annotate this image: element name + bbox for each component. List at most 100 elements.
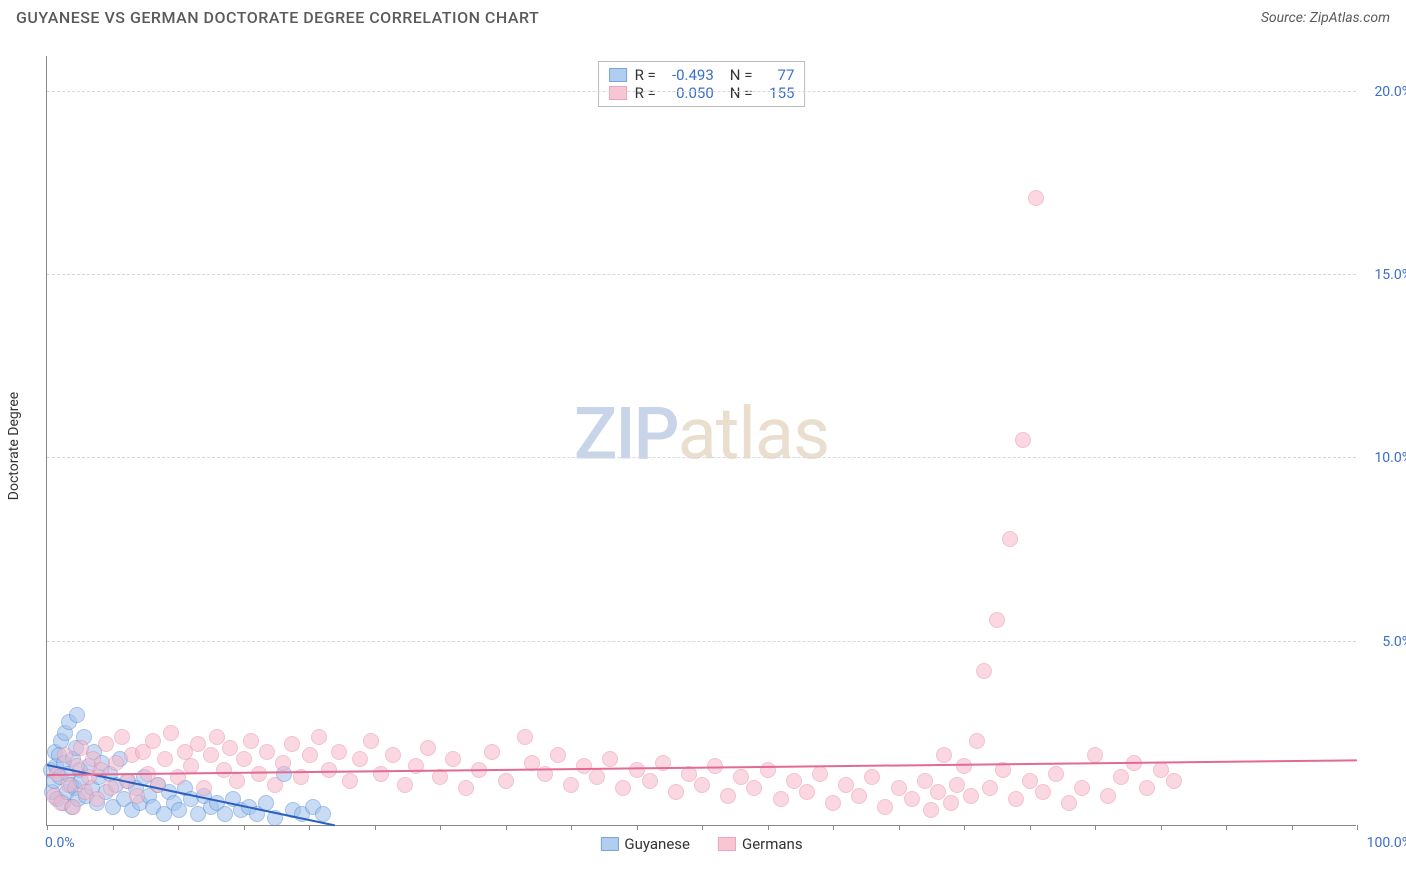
x-tick-mark [506,825,507,830]
data-point [943,795,959,811]
data-point [923,802,939,818]
legend-item: Germans [718,835,803,853]
data-point [642,773,658,789]
data-point [615,780,631,796]
data-point [1035,784,1051,800]
x-tick-mark [702,825,703,830]
data-point [1113,769,1129,785]
data-point [773,791,789,807]
x-tick-mark [571,825,572,830]
data-point [267,777,283,793]
data-point [864,769,880,785]
data-point [484,744,500,760]
watermark-part1: ZIP [574,391,678,476]
data-point [746,780,762,796]
data-point [720,788,736,804]
x-tick-mark [899,825,900,830]
data-point [363,733,379,749]
x-tick-mark [1226,825,1227,830]
x-tick-mark [113,825,114,830]
data-point [956,758,972,774]
gridline [47,274,1356,275]
stat-n-value: 155 [760,84,794,102]
data-point [969,733,985,749]
y-tick-label: 15.0% [1362,267,1406,283]
data-point [65,799,81,815]
data-point [163,725,179,741]
data-point [694,777,710,793]
watermark-part2: atlas [678,391,830,476]
data-point [589,769,605,785]
chart-header: GUYANESE VS GERMAN DOCTORATE DEGREE CORR… [0,0,1406,31]
x-axis-max-label: 100.0% [1367,835,1406,851]
data-point [668,784,684,800]
data-point [563,777,579,793]
x-tick-mark [768,825,769,830]
y-tick-label: 10.0% [1362,450,1406,466]
data-point [1015,432,1031,448]
stat-r-value: 0.050 [664,84,714,102]
x-tick-mark [47,825,48,830]
data-point [61,777,77,793]
data-point [108,755,124,771]
stat-r-label: R = [635,84,656,102]
gridline [47,457,1356,458]
data-point [217,806,233,822]
data-point [812,766,828,782]
data-point [1002,531,1018,547]
data-point [517,729,533,745]
data-point [851,788,867,804]
data-point [1008,791,1024,807]
data-point [114,729,130,745]
stat-n-label: N = [730,66,753,84]
data-point [458,780,474,796]
data-point [145,733,161,749]
x-tick-mark [1292,825,1293,830]
stats-row: R =-0.493N =77 [609,66,795,84]
source-attribution: Source: ZipAtlas.com [1261,10,1390,26]
x-axis-min-label: 0.0% [45,835,75,851]
series-swatch [609,68,627,82]
data-point [989,612,1005,628]
data-point [157,751,173,767]
data-point [825,795,841,811]
watermark: ZIPatlas [574,391,829,476]
data-point [936,747,952,763]
x-tick-mark [1030,825,1031,830]
data-point [331,744,347,760]
y-tick-label: 5.0% [1362,634,1406,650]
scatter-chart: ZIPatlas R =-0.493N =77R =0.050N =155 0.… [46,56,1356,826]
data-point [982,780,998,796]
data-point [445,751,461,767]
data-point [196,780,212,796]
data-point [602,751,618,767]
x-tick-mark [1161,825,1162,830]
data-point [976,663,992,679]
data-point [408,758,424,774]
data-point [315,806,331,822]
data-point [373,766,389,782]
data-point [203,747,219,763]
x-tick-mark [375,825,376,830]
stat-n-value: 77 [760,66,794,84]
data-point [275,755,291,771]
data-point [129,788,145,804]
stats-row: R = 0.050 N = 155 [609,84,795,102]
stat-n-label: N = [730,84,753,102]
x-tick-mark [637,825,638,830]
correlation-stats-box: R =-0.493N =77R =0.050N =155 [598,61,806,107]
data-point [284,736,300,752]
data-point [963,788,979,804]
legend-label: Germans [742,835,803,853]
stat-r-label: R = [635,66,656,84]
data-point [89,791,105,807]
data-point [550,747,566,763]
y-axis-label: Doctorate Degree [6,392,22,500]
data-point [243,733,259,749]
data-point [799,784,815,800]
data-point [1028,190,1044,206]
series-swatch [609,86,627,100]
data-point [352,751,368,767]
data-point [904,791,920,807]
data-point [1087,747,1103,763]
